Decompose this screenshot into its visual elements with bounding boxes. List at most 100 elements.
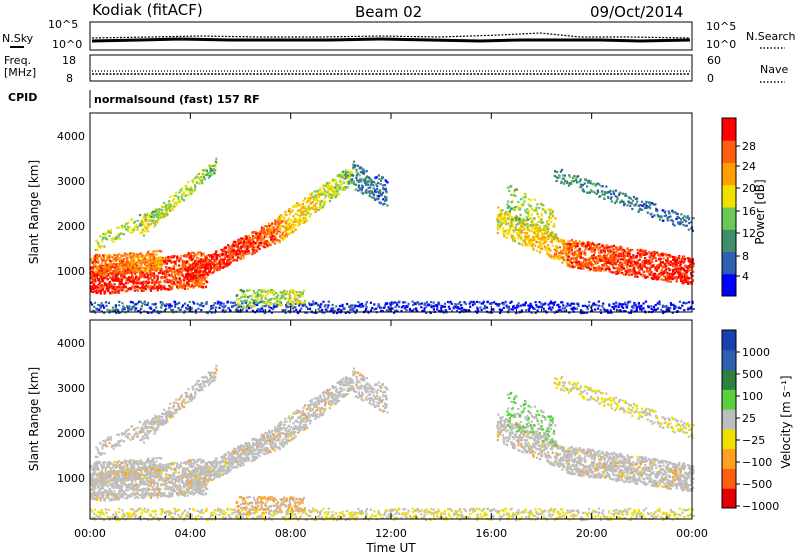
power-cell <box>636 259 639 262</box>
power-cell <box>624 192 627 195</box>
power-cell <box>633 268 636 271</box>
power-cell <box>650 212 653 215</box>
power-cell <box>619 200 623 203</box>
power-cell <box>136 226 139 229</box>
power-cell <box>567 255 571 258</box>
power-cell <box>496 232 499 235</box>
power-cell <box>175 202 178 205</box>
power-cell <box>194 267 197 270</box>
power-cell <box>662 257 665 260</box>
power-cell <box>106 269 109 272</box>
power-cell <box>293 205 296 208</box>
power-cell <box>126 253 129 256</box>
power-cell <box>185 189 188 192</box>
power-cell <box>576 181 579 184</box>
power-cell <box>558 258 561 261</box>
power-cell <box>501 209 504 212</box>
power-cell <box>297 224 300 227</box>
power-cell <box>172 264 175 268</box>
power-cell <box>288 232 291 235</box>
power-cell <box>363 181 366 184</box>
power-cell <box>213 302 216 305</box>
power-cell <box>386 181 389 184</box>
power-cell <box>226 300 229 303</box>
power-cell <box>624 255 627 258</box>
power-cell <box>91 269 94 273</box>
power-cell <box>334 186 337 189</box>
power-cell <box>620 258 623 261</box>
power-cell <box>364 178 367 181</box>
power-cell <box>115 263 118 267</box>
power-cell <box>264 225 267 228</box>
power-cell <box>655 274 659 277</box>
power-cell <box>539 202 542 205</box>
power-cell <box>315 208 318 211</box>
power-cell <box>596 261 600 264</box>
power-cell <box>574 250 577 253</box>
power-cell <box>575 261 578 264</box>
power-cell <box>258 247 261 251</box>
power-cell <box>612 257 616 260</box>
power-cell <box>125 264 128 267</box>
power-cell <box>590 247 593 250</box>
power-cell <box>626 253 629 256</box>
power-cell <box>179 271 182 274</box>
power-cell <box>676 215 679 218</box>
power-cell <box>562 240 565 244</box>
power-cell <box>359 187 362 190</box>
power-cell <box>101 284 105 287</box>
power-cell <box>664 262 667 266</box>
power-cell <box>168 200 171 203</box>
power-cell <box>369 178 372 181</box>
power-cell <box>193 184 197 187</box>
power-cell <box>266 227 269 230</box>
power-cell <box>292 220 295 223</box>
power-cell <box>519 228 522 231</box>
power-cell <box>600 266 603 270</box>
power-cell <box>609 189 612 192</box>
power-cell <box>179 200 182 203</box>
power-cell <box>506 207 509 210</box>
power-cell <box>683 275 686 278</box>
power-cell <box>180 284 183 287</box>
power-cell <box>101 280 105 283</box>
power-cell <box>172 281 175 285</box>
power-cell <box>150 266 153 269</box>
power-cell <box>233 250 236 253</box>
power-cell <box>248 236 251 239</box>
power-cell <box>344 177 347 180</box>
power-cell <box>131 262 134 265</box>
power-cell <box>373 193 376 197</box>
power-cell <box>589 180 592 183</box>
power-cell <box>593 243 596 246</box>
power-cell <box>130 276 133 279</box>
power-cell <box>542 221 545 224</box>
power-cell <box>526 226 529 229</box>
power-cell <box>156 209 159 212</box>
power-cell <box>236 244 239 247</box>
power-cell <box>583 245 586 248</box>
power-cell <box>239 251 242 254</box>
power-cell <box>115 288 118 291</box>
power-cell <box>681 275 684 278</box>
power-cell <box>649 201 652 204</box>
power-cell <box>188 306 191 309</box>
power-cell <box>502 233 505 236</box>
power-cell <box>166 268 169 271</box>
power-cell <box>215 306 218 309</box>
power-cell <box>114 238 117 241</box>
power-cell <box>114 306 117 309</box>
power-cell <box>200 284 203 287</box>
power-cell <box>527 234 530 238</box>
power-cell <box>581 244 585 247</box>
power-cell <box>571 264 574 267</box>
power-cell <box>587 248 590 251</box>
power-cell <box>163 215 166 218</box>
noise-right-tick-bottom: 10^0 <box>706 38 736 51</box>
power-cell <box>672 262 675 265</box>
power-cell <box>90 287 93 290</box>
power-cell <box>141 231 144 234</box>
power-cell <box>692 217 695 220</box>
power-cell <box>688 269 691 272</box>
power-cell <box>657 215 660 218</box>
